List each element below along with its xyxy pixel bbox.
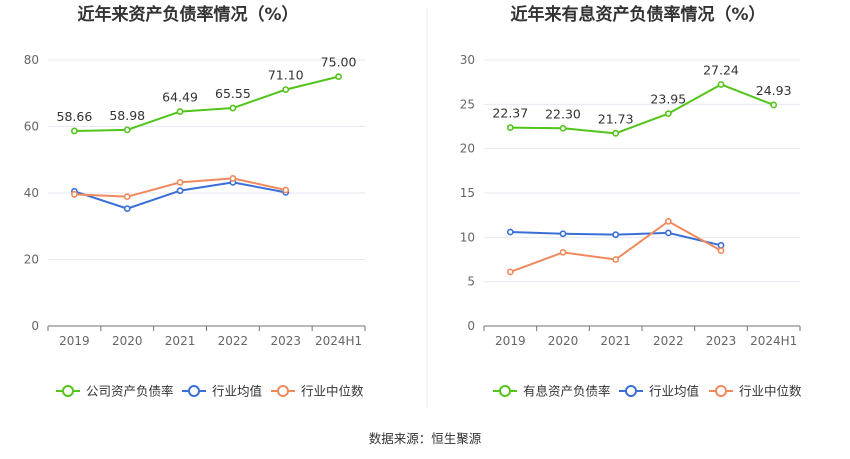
company-line (74, 75, 339, 132)
legend-swatch-marker (62, 385, 74, 397)
data-source-note: 数据来源：恒生聚源 (369, 431, 482, 446)
data-label: 22.37 (492, 106, 528, 121)
industry-median-line (509, 220, 722, 273)
y-tick-label: 0 (467, 319, 475, 333)
data-label: 21.73 (598, 111, 634, 126)
data-label: 58.66 (57, 109, 93, 124)
y-tick-label: 20 (460, 142, 475, 156)
x-tick-label: 2024H1 (315, 334, 362, 348)
data-label: 58.98 (109, 108, 145, 123)
asset-liability-ratio-chart: 近年来资产负债率情况（%） 0 20 40 60 80 2019 2020 2021 2022 20… (24, 4, 366, 399)
company-point (335, 73, 342, 81)
legend-label: 行业中位数 (739, 384, 802, 399)
chart-title: 近年来资产负债率情况（%） (77, 4, 298, 25)
company-point (770, 101, 778, 109)
industry-average-point (176, 187, 184, 195)
data-label: 27.24 (703, 62, 739, 77)
y-tick-label: 60 (24, 120, 39, 134)
data-label: 75.00 (321, 55, 357, 70)
x-tick-label: 2022 (218, 334, 249, 348)
industry-average-point (506, 228, 514, 236)
x-tick-label: 2019 (495, 334, 526, 348)
industry-average-point (123, 205, 131, 213)
company-point (123, 126, 131, 134)
legend-label: 行业中位数 (301, 384, 364, 399)
x-tick-label: 2019 (59, 334, 90, 348)
industry-median-point (176, 178, 184, 186)
x-tick-label: 2023 (270, 334, 301, 348)
industry-median-point (123, 193, 131, 201)
chart-title: 近年来有息资产负债率情况（%） (510, 4, 765, 25)
company-point (612, 129, 620, 137)
y-tick-label: 15 (460, 186, 475, 200)
data-label: 64.49 (162, 90, 198, 105)
industry-median-point (559, 249, 567, 256)
interest-bearing-liability-ratio-chart: 近年来有息资产负债率情况（%） 0 5 10 15 20 25 30 2019 2020 2021 2… (460, 4, 802, 399)
x-tick-label: 2022 (653, 334, 684, 348)
x-tick-label: 2020 (112, 334, 143, 348)
industry-average-point (664, 229, 672, 237)
data-label: 23.95 (650, 92, 686, 107)
industry-median-point (717, 247, 725, 255)
company-point (506, 124, 514, 132)
legend-swatch-marker (715, 385, 727, 397)
industry-median-point (71, 190, 78, 198)
y-tick-label: 25 (460, 97, 475, 111)
company-point (282, 86, 290, 93)
x-tick-label: 2024H1 (750, 334, 797, 348)
legend-swatch-marker (277, 385, 289, 397)
y-tick-label: 20 (24, 253, 39, 267)
legend-swatch-marker (188, 385, 200, 397)
x-tick-label: 2021 (165, 334, 196, 348)
data-label: 22.30 (545, 106, 581, 121)
industry-average-point (717, 241, 725, 249)
y-tick-label: 5 (467, 275, 475, 289)
industry-median-point (612, 256, 620, 263)
y-tick-label: 40 (24, 186, 39, 200)
y-tick-label: 0 (31, 319, 39, 333)
data-label: 65.55 (215, 86, 251, 101)
y-tick-label: 80 (24, 53, 39, 67)
x-tick-label: 2023 (706, 334, 737, 348)
legend-label: 有息资产负债率 (523, 384, 611, 399)
industry-median-point (664, 217, 672, 225)
industry-median-point (506, 268, 514, 276)
data-label: 71.10 (268, 68, 304, 83)
company-point (559, 124, 567, 132)
legend-label: 行业均值 (649, 384, 699, 399)
y-tick-label: 10 (460, 230, 475, 244)
company-line (510, 83, 775, 135)
x-tick-label: 2020 (548, 334, 579, 348)
legend-swatch-marker (499, 385, 511, 397)
industry-median-point (229, 174, 237, 182)
industry-average-point (559, 230, 567, 238)
company-point (229, 104, 237, 112)
industry-median-point (282, 186, 290, 194)
company-point (717, 81, 725, 88)
legend-label: 公司资产负债率 (86, 384, 174, 399)
legend-label: 行业均值 (212, 384, 262, 399)
y-tick-label: 30 (460, 53, 475, 67)
x-tick-label: 2021 (600, 334, 631, 348)
legend-swatch-marker (625, 385, 637, 397)
company-point (664, 110, 672, 118)
data-label: 24.93 (756, 83, 792, 98)
company-point (71, 127, 78, 135)
industry-average-point (612, 231, 620, 239)
company-point (176, 108, 184, 115)
